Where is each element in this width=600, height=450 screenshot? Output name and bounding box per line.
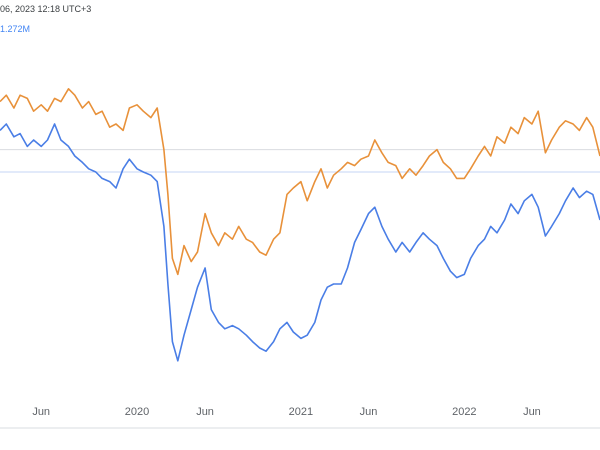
series-line-0[interactable] [0, 88, 600, 276]
x-tick-label: Jun [360, 406, 378, 418]
x-tick-label: Jun [523, 406, 541, 418]
x-tick-label: 2020 [125, 406, 149, 418]
chart-timestamp: 06, 2023 12:18 UTC+3 [0, 4, 92, 14]
reference-lines [0, 149, 600, 173]
x-tick-label: 2022 [452, 406, 476, 418]
x-tick-label: Jun [196, 406, 214, 418]
x-axis-ticks: Jun 2020 Jun 2021 Jun 2022 Jun [32, 406, 540, 418]
series-lines [0, 88, 600, 362]
chart-volume-readout: 1.272M [0, 24, 31, 34]
series-line-1[interactable] [0, 123, 600, 362]
x-tick-label: Jun [32, 406, 50, 418]
x-tick-label: 2021 [289, 406, 313, 418]
